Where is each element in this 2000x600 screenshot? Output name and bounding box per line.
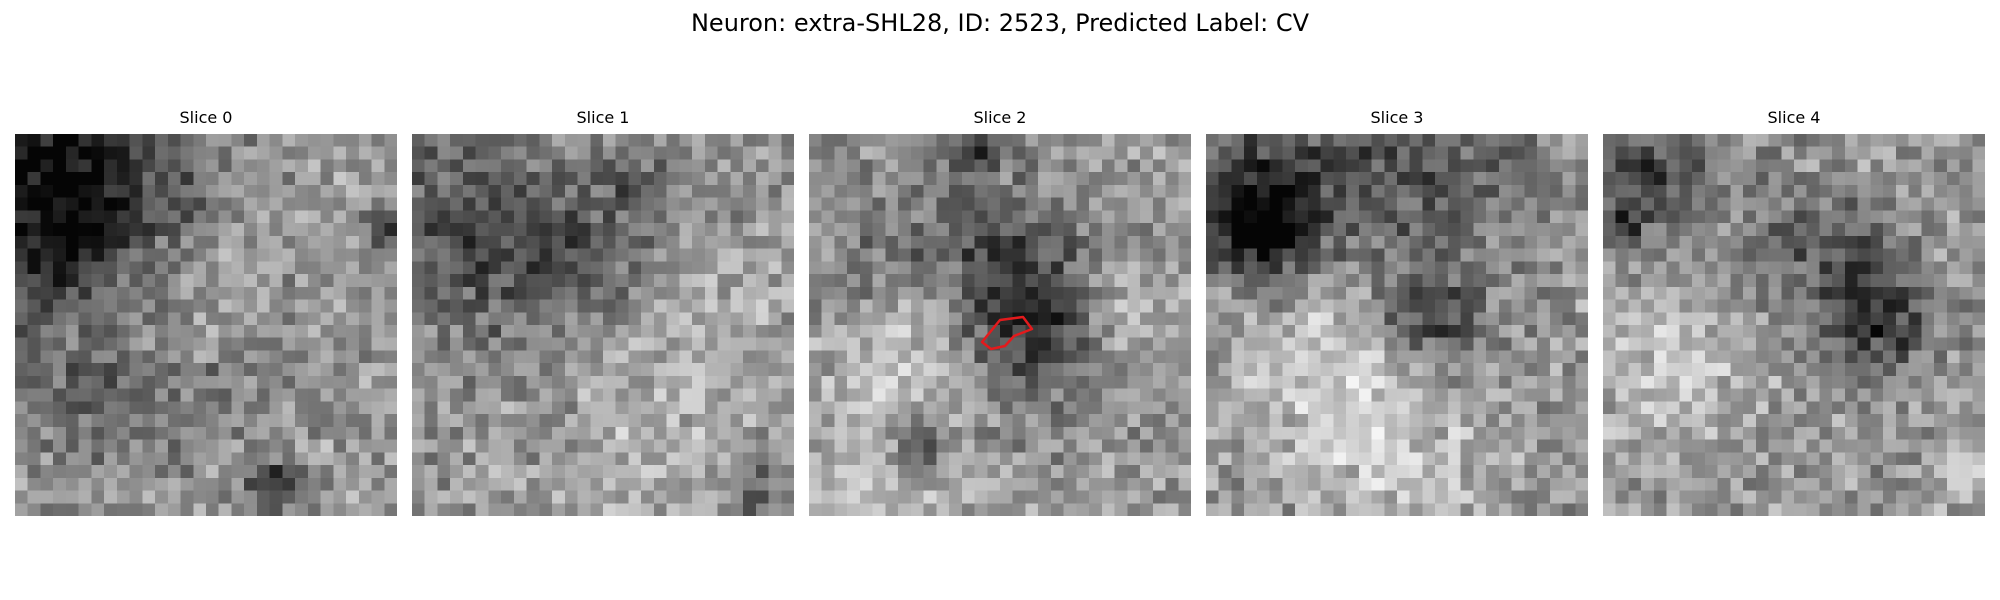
- slice-title: Slice 4: [1767, 108, 1821, 127]
- slice-panel-0: Slice 0: [15, 108, 397, 516]
- figure-title: Neuron: extra-SHL28, ID: 2523, Predicted…: [690, 9, 1310, 37]
- slice-panel-3: Slice 3: [1206, 108, 1588, 516]
- slice-title: Slice 1: [576, 108, 630, 127]
- slice-panel-1: Slice 1: [412, 108, 794, 516]
- slice-image: [1603, 134, 1985, 516]
- slice-image: [412, 134, 794, 516]
- slice-image: [809, 134, 1191, 516]
- slice-image: [15, 134, 397, 516]
- slice-title: Slice 2: [973, 108, 1027, 127]
- slice-panel-4: Slice 4: [1603, 108, 1985, 516]
- slice-title: Slice 3: [1370, 108, 1424, 127]
- slice-panel-2: Slice 2: [809, 108, 1191, 516]
- slice-image: [1206, 134, 1588, 516]
- slice-title: Slice 0: [179, 108, 233, 127]
